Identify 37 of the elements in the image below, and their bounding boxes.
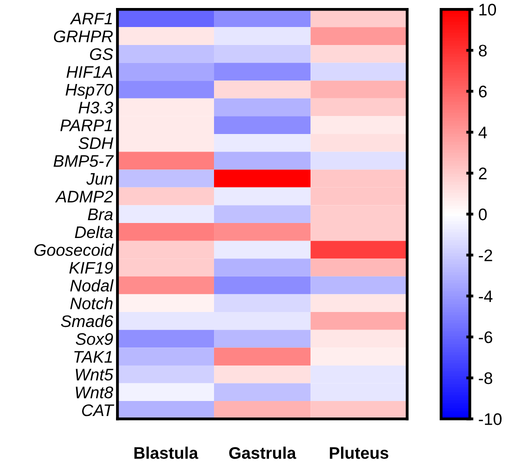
y-tick-label: GS bbox=[90, 48, 114, 60]
y-tick-label: KIF19 bbox=[69, 262, 113, 274]
y-tick-label: SDH bbox=[78, 137, 114, 150]
y-tick-label: Nodal bbox=[70, 279, 114, 292]
y-tick-label: ARF1 bbox=[70, 12, 112, 24]
color-bar-label: -4 bbox=[478, 290, 492, 302]
color-bar-label: -8 bbox=[478, 372, 492, 384]
y-tick-label: Smad6 bbox=[60, 314, 114, 328]
x-tick-label: Gastrula bbox=[229, 446, 296, 459]
y-tick-label: CAT bbox=[82, 404, 114, 416]
color-bar-label: -6 bbox=[478, 331, 492, 344]
y-tick-label: ADMP2 bbox=[55, 190, 114, 202]
y-tick-label: TAK1 bbox=[74, 351, 112, 363]
color-bar-label: 8 bbox=[478, 44, 487, 57]
color-bar-label: 6 bbox=[478, 86, 487, 98]
y-tick-label: BMP5-7 bbox=[54, 155, 114, 167]
y-tick-label: Jun bbox=[86, 173, 113, 185]
y-tick-label: Hsp70 bbox=[66, 84, 114, 99]
y-tick-label: Delta bbox=[74, 226, 113, 238]
y-tick-label: HIF1A bbox=[66, 66, 112, 78]
y-tick-label: GRHPR bbox=[54, 30, 113, 42]
x-tick-label: Blastula bbox=[134, 446, 198, 459]
color-bar-label: 4 bbox=[478, 126, 487, 138]
color-bar-label: -2 bbox=[478, 249, 492, 262]
color-bar-label: -10 bbox=[478, 413, 502, 426]
y-tick-label: Notch bbox=[70, 297, 113, 310]
x-tick-label: Pluteus bbox=[330, 446, 388, 459]
y-tick-label: PARP1 bbox=[60, 120, 112, 132]
y-tick-label: Wnt8 bbox=[76, 386, 114, 398]
color-bar-label: 10 bbox=[479, 4, 496, 16]
color-bar-label: 0 bbox=[478, 208, 487, 220]
y-tick-label: Bra bbox=[88, 208, 113, 220]
y-tick-label: Sox9 bbox=[76, 333, 113, 345]
y-tick-label: Wnt5 bbox=[76, 368, 114, 381]
color-bar-label: 2 bbox=[478, 168, 487, 180]
y-tick-label: Goosecoid bbox=[34, 244, 114, 256]
y-tick-label: H3.3 bbox=[78, 102, 114, 114]
